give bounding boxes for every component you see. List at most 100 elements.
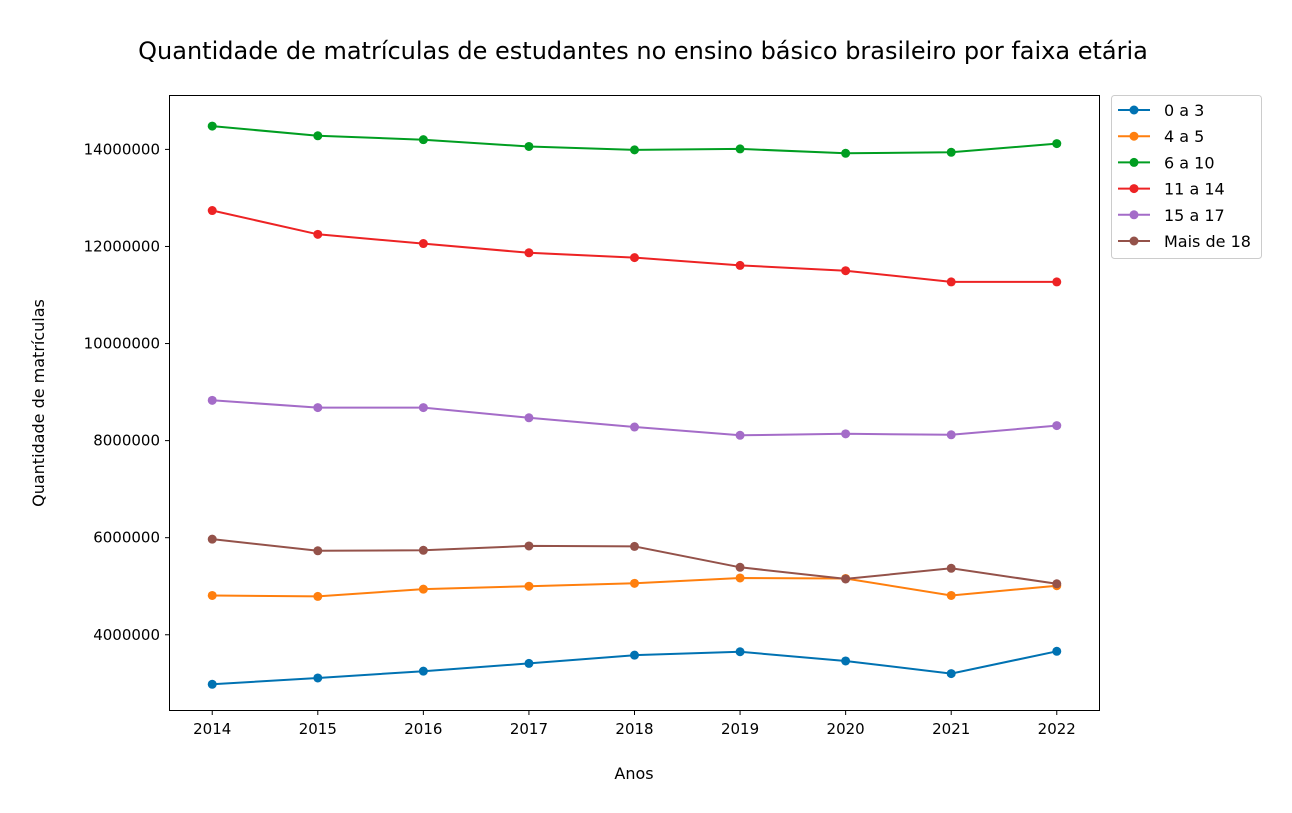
- data-point: [841, 574, 851, 584]
- data-point: [418, 239, 428, 249]
- y-tick-label: 4000000: [93, 626, 160, 644]
- legend-item: 15 a 17: [1118, 206, 1225, 225]
- data-point: [207, 206, 217, 216]
- data-point: [207, 395, 217, 405]
- data-point: [841, 148, 851, 158]
- data-point: [524, 413, 534, 423]
- legend-marker: [1129, 210, 1139, 220]
- data-point: [1052, 579, 1062, 589]
- data-point: [735, 430, 745, 440]
- data-point: [313, 403, 323, 413]
- x-tick-label: 2017: [510, 720, 548, 738]
- series-4-a-5: [207, 573, 1062, 601]
- data-point: [207, 534, 217, 544]
- x-tick-label: 2020: [827, 720, 865, 738]
- data-point: [207, 590, 217, 600]
- data-point: [1052, 421, 1062, 431]
- legend-label: 6 a 10: [1164, 153, 1215, 172]
- legend-item: 6 a 10: [1118, 153, 1215, 172]
- legend-item: Mais de 18: [1118, 232, 1251, 251]
- legend-item: 11 a 14: [1118, 180, 1225, 199]
- data-point: [524, 581, 534, 591]
- y-tick-label: 8000000: [93, 432, 160, 450]
- x-tick-label: 2021: [932, 720, 970, 738]
- legend-marker: [1129, 157, 1139, 167]
- x-tick-label: 2014: [193, 720, 231, 738]
- data-point: [946, 590, 956, 600]
- x-tick-label: 2018: [615, 720, 653, 738]
- data-point: [418, 666, 428, 676]
- legend-label: 11 a 14: [1164, 180, 1225, 199]
- legend-label: 4 a 5: [1164, 127, 1204, 146]
- data-point: [524, 541, 534, 551]
- chart-title: Quantidade de matrículas de estudantes n…: [138, 37, 1148, 65]
- data-point: [630, 650, 639, 660]
- series-15-a-17: [207, 395, 1062, 440]
- data-point: [946, 277, 956, 287]
- data-point: [313, 591, 323, 601]
- data-point: [630, 541, 639, 551]
- data-point: [418, 545, 428, 555]
- data-point: [207, 121, 217, 131]
- data-point: [313, 229, 323, 239]
- data-point: [1052, 646, 1062, 656]
- y-tick-label: 6000000: [93, 529, 160, 547]
- plot-area-frame: [169, 95, 1100, 711]
- data-point: [946, 669, 956, 679]
- x-tick-label: 2022: [1038, 720, 1076, 738]
- data-point: [735, 144, 745, 154]
- data-point: [524, 248, 534, 258]
- data-point: [735, 573, 745, 583]
- series-layer: [207, 121, 1062, 689]
- data-point: [841, 429, 851, 439]
- data-point: [630, 145, 639, 155]
- y-tick-label: 12000000: [84, 237, 160, 255]
- legend-marker: [1129, 105, 1139, 115]
- x-axis-label: Anos: [614, 764, 653, 783]
- data-point: [418, 584, 428, 594]
- data-point: [735, 562, 745, 572]
- legend-marker: [1129, 184, 1139, 194]
- y-axis: 4000000 6000000 8000000 10000000 12000000 140…: [84, 140, 170, 644]
- y-tick-label: 10000000: [84, 335, 160, 353]
- x-tick-label: 2016: [404, 720, 442, 738]
- data-point: [207, 679, 217, 689]
- legend-item: 0 a 3: [1118, 101, 1204, 120]
- legend-label: 15 a 17: [1164, 206, 1225, 225]
- data-point: [630, 253, 639, 263]
- legend: 0 a 3 4 a 5 6 a 10 11 a 14 15 a 17 Mais de 18: [1111, 95, 1262, 259]
- legend-item: 4 a 5: [1118, 127, 1204, 146]
- legend-label: Mais de 18: [1164, 232, 1251, 251]
- data-point: [946, 147, 956, 157]
- data-point: [313, 546, 323, 556]
- data-point: [735, 647, 745, 657]
- legend-marker: [1129, 131, 1139, 141]
- data-point: [313, 131, 323, 141]
- legend-label: 0 a 3: [1164, 101, 1204, 120]
- data-point: [524, 141, 534, 151]
- data-point: [841, 656, 851, 666]
- y-tick-label: 14000000: [84, 140, 160, 158]
- y-axis-label: Quantidade de matrículas: [29, 299, 48, 507]
- x-tick-label: 2015: [299, 720, 337, 738]
- series-6-a-10: [207, 121, 1062, 158]
- series-0-a-3: [207, 646, 1062, 689]
- data-point: [524, 658, 534, 668]
- series-mais-de-18: [207, 534, 1062, 589]
- data-point: [1052, 277, 1062, 287]
- x-axis: 2014 2015 2016 2017 2018 2019 2020 2021 2022: [193, 710, 1076, 738]
- legend-marker: [1129, 236, 1139, 246]
- data-point: [313, 673, 323, 683]
- data-point: [1052, 139, 1062, 149]
- data-point: [735, 260, 745, 270]
- series-11-a-14: [207, 206, 1062, 287]
- series-line: [211, 209, 1057, 283]
- data-point: [946, 430, 956, 440]
- data-point: [946, 563, 956, 573]
- x-tick-label: 2019: [721, 720, 759, 738]
- data-point: [418, 135, 428, 145]
- data-point: [630, 578, 639, 588]
- data-point: [841, 266, 851, 276]
- data-point: [630, 422, 639, 432]
